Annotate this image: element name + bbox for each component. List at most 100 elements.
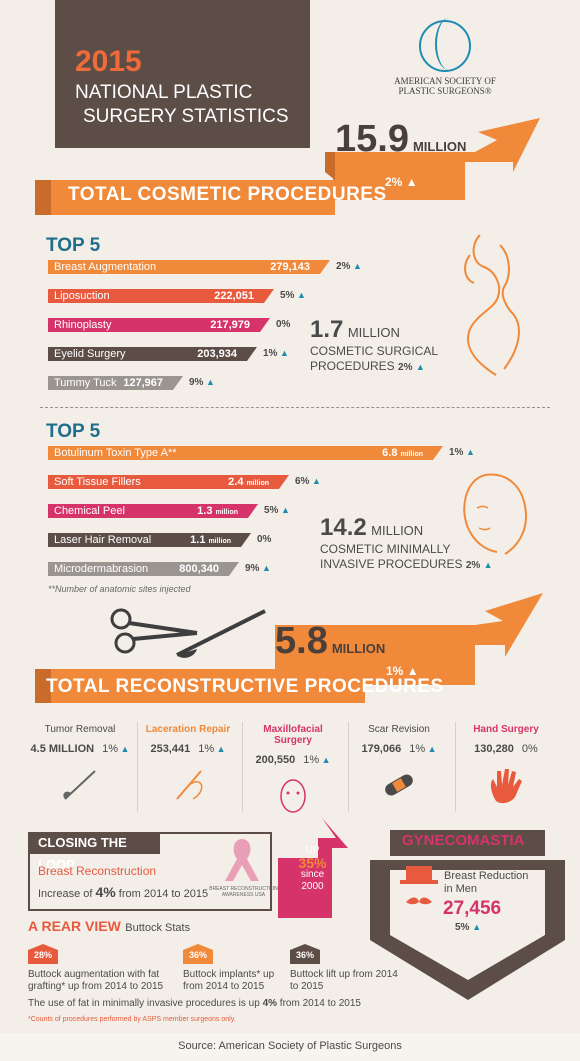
surgical-bar-number: 222,051 <box>214 290 254 302</box>
up-arrow-icon: ▲ <box>405 175 418 189</box>
reconstructive-item: Scar Revision 179,066 1% ▲ <box>349 724 449 810</box>
reconstructive-total-number: 5.8 <box>275 620 328 662</box>
rear-view-text-line1: Buttock augmentation with fat <box>28 969 160 980</box>
rear-view-text-line1: Buttock implants* up <box>183 969 275 980</box>
surgical-summary-unit: MILLION <box>347 325 400 340</box>
surgical-summary-text: COSMETIC SURGICAL PROCEDURES 2% ▲ <box>310 344 438 375</box>
gynecomastia-title: GYNECOMASTIA <box>402 832 525 849</box>
minimally-bar-unit: million <box>215 509 238 516</box>
surgical-bar-number: 127,967 <box>123 377 163 389</box>
surgical-bar-change-value: 9% <box>189 377 204 388</box>
minimally-bar-change: 1% ▲ <box>449 447 475 458</box>
surgical-bar-change-value: 1% <box>263 348 278 359</box>
hand-icon <box>456 765 556 810</box>
minimally-bar-number: 1.1 <box>190 534 206 546</box>
surgical-bar-change-value: 0% <box>276 319 291 330</box>
up-arrow-icon: ▲ <box>350 261 362 271</box>
logo-line2: PLASTIC SURGEONS® <box>398 86 492 96</box>
rear-view-title: A REAR VIEW <box>28 918 121 934</box>
rear-view-percent-badge: 28% <box>28 944 58 964</box>
reconstructive-item-stats: 200,550 1% ▲ <box>243 754 343 766</box>
up-arrow-icon: ▲ <box>319 755 331 765</box>
surgical-bar: Breast Augmentation 279,143 <box>48 260 330 274</box>
rear-view-description: Buttock lift up from 2014 to 2015 <box>290 969 398 993</box>
reconstructive-item-change: 1% <box>303 754 320 766</box>
surgical-summary-line1: COSMETIC SURGICAL <box>310 344 439 358</box>
needle-thread-icon <box>138 765 238 810</box>
rear-view-heading: A REAR VIEW Buttock Stats <box>28 918 190 936</box>
reconstructive-item-value: 130,280 <box>474 743 514 755</box>
minimally-bar-unit: million <box>208 538 231 545</box>
minimally-bar-change-value: 0% <box>257 534 272 545</box>
up-arrow-icon: ▲ <box>278 505 290 515</box>
surgical-bar-label: Tummy Tuck <box>54 377 117 389</box>
up-arrow-icon: ▲ <box>277 348 289 358</box>
surgical-bar-value: 222,051 <box>214 289 254 303</box>
reconstructive-item-name: Hand Surgery <box>473 724 539 735</box>
minimally-bar-change-value: 1% <box>449 447 464 458</box>
surgical-bar-number: 217,979 <box>210 319 250 331</box>
cosmetic-total-number: 15.9 <box>335 118 409 160</box>
minimally-top5-heading: TOP 5 <box>46 421 101 442</box>
minimally-summary-text: COSMETIC MINIMALLY INVASIVE PROCEDURES 2… <box>320 542 493 573</box>
surgical-bar-label: Liposuction <box>54 290 110 302</box>
gentleman-icon <box>400 866 438 905</box>
surgical-top5-heading: TOP 5 <box>46 235 101 256</box>
surgical-bar-change-value: 5% <box>280 290 295 301</box>
reconstructive-item-stats: 253,441 1% ▲ <box>138 743 238 755</box>
surgical-bar-value: 203,934 <box>197 347 237 361</box>
minimally-summary-number: 14.2 <box>320 514 367 541</box>
up-since-text: UP 35% since 2000 <box>285 845 340 893</box>
rear-view-description: Buttock augmentation with fat grafting* u… <box>28 969 163 993</box>
column-divider <box>242 722 243 812</box>
surgical-summary-line2: PROCEDURES <box>310 359 395 373</box>
reconstructive-arrow-graphic <box>35 593 543 703</box>
header-year: 2015 <box>75 45 142 78</box>
cosmetic-arrow-graphic <box>35 118 540 215</box>
reconstructive-item-name: Scar Revision <box>368 724 430 735</box>
surgical-bar-tip <box>320 260 330 274</box>
reconstructive-change-value: 1% <box>386 664 404 678</box>
cosmetic-change: 2% ▲ <box>385 175 418 189</box>
gynecomastia-value: 27,456 <box>443 898 502 919</box>
gynecomastia-shield <box>370 830 565 1000</box>
reconstructive-item-change: 1% <box>102 743 119 755</box>
reconstructive-item-value: 4.5 MILLION <box>30 743 95 755</box>
minimally-bar-change: 5% ▲ <box>264 505 290 516</box>
closing-loop-increase: Increase of 4% from 2014 to 2015 <box>38 884 208 900</box>
up-arrow-icon: ▲ <box>203 377 215 387</box>
surgical-summary: 1.7 MILLION <box>310 316 400 344</box>
rear-view-percent-badge: 36% <box>183 944 213 964</box>
reconstructive-total: 5.8 MILLION <box>275 620 385 663</box>
surgical-bar-number: 279,143 <box>270 261 310 273</box>
ribbon-caption: BREAST RECONSTRUCTION AWARENESS USA <box>209 886 278 898</box>
minimally-bar-value: 6.8 million <box>382 446 423 462</box>
minimally-bar-number: 800,340 <box>179 563 219 575</box>
surgical-bar: Rhinoplasty 217,979 <box>48 318 270 332</box>
surgical-bar-change: 9% ▲ <box>189 377 215 388</box>
surgical-bar-value: 279,143 <box>270 260 310 274</box>
minimally-bar-change-value: 9% <box>245 563 260 574</box>
surgical-bar-number: 203,934 <box>197 348 237 360</box>
gynecomastia-change: 5% ▲ <box>455 922 481 933</box>
minimally-bar-unit: million <box>400 451 423 458</box>
surgical-summary-change: 2% <box>398 362 413 373</box>
up-arrow-icon: ▲ <box>463 447 475 457</box>
footer-bar <box>0 1033 580 1061</box>
reconstructive-item-name: Tumor Removal <box>44 724 116 735</box>
surgical-bar-change: 1% ▲ <box>263 348 289 359</box>
pink-ribbon-icon <box>225 839 259 881</box>
minimally-bar-change-value: 5% <box>264 505 279 516</box>
cosmetic-banner: TOTAL COSMETIC PROCEDURES <box>68 184 387 205</box>
surgical-bar-change: 5% ▲ <box>280 290 306 301</box>
header-title-line2: SURGERY STATISTICS <box>83 106 289 127</box>
up-arrow-icon: ▲ <box>406 664 419 678</box>
reconstructive-item-stats: 130,280 0% <box>456 743 556 755</box>
logo-line1: AMERICAN SOCIETY OF <box>394 76 496 86</box>
reconstructive-item: Tumor Removal 4.5 MILLION 1% ▲ <box>30 724 130 810</box>
surgical-bar-label: Breast Augmentation <box>54 261 157 273</box>
minimally-bar-change: 0% <box>257 534 271 545</box>
woman-face-icon <box>463 473 527 555</box>
source-text: Source: American Society of Plastic Surg… <box>178 1040 402 1052</box>
rear-view-text-line2: to 2015 <box>290 981 324 992</box>
